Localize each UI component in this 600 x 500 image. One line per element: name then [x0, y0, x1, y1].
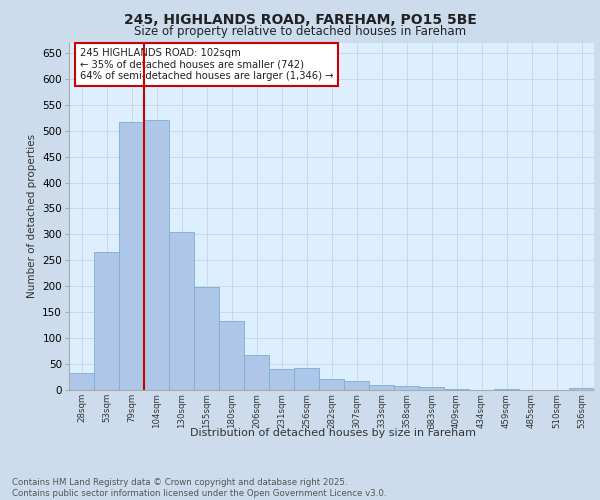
Bar — [69, 374, 94, 390]
Text: 245, HIGHLANDS ROAD, FAREHAM, PO15 5BE: 245, HIGHLANDS ROAD, FAREHAM, PO15 5BE — [124, 12, 476, 26]
Bar — [219, 321, 244, 390]
Bar — [569, 388, 594, 390]
Bar — [344, 380, 369, 390]
Bar — [319, 378, 344, 390]
Bar — [369, 385, 394, 390]
Text: Contains HM Land Registry data © Crown copyright and database right 2025.
Contai: Contains HM Land Registry data © Crown c… — [12, 478, 386, 498]
Y-axis label: Number of detached properties: Number of detached properties — [27, 134, 37, 298]
Bar — [244, 355, 269, 390]
Bar — [394, 386, 419, 390]
Bar — [119, 122, 144, 390]
Text: Distribution of detached houses by size in Fareham: Distribution of detached houses by size … — [190, 428, 476, 438]
Bar — [419, 388, 444, 390]
Bar — [269, 370, 294, 390]
Bar — [294, 368, 319, 390]
Text: Size of property relative to detached houses in Fareham: Size of property relative to detached ho… — [134, 25, 466, 38]
Text: 245 HIGHLANDS ROAD: 102sqm
← 35% of detached houses are smaller (742)
64% of sem: 245 HIGHLANDS ROAD: 102sqm ← 35% of deta… — [79, 48, 333, 81]
Bar — [144, 120, 169, 390]
Bar — [194, 288, 219, 390]
Bar — [94, 252, 119, 390]
Bar — [169, 232, 194, 390]
